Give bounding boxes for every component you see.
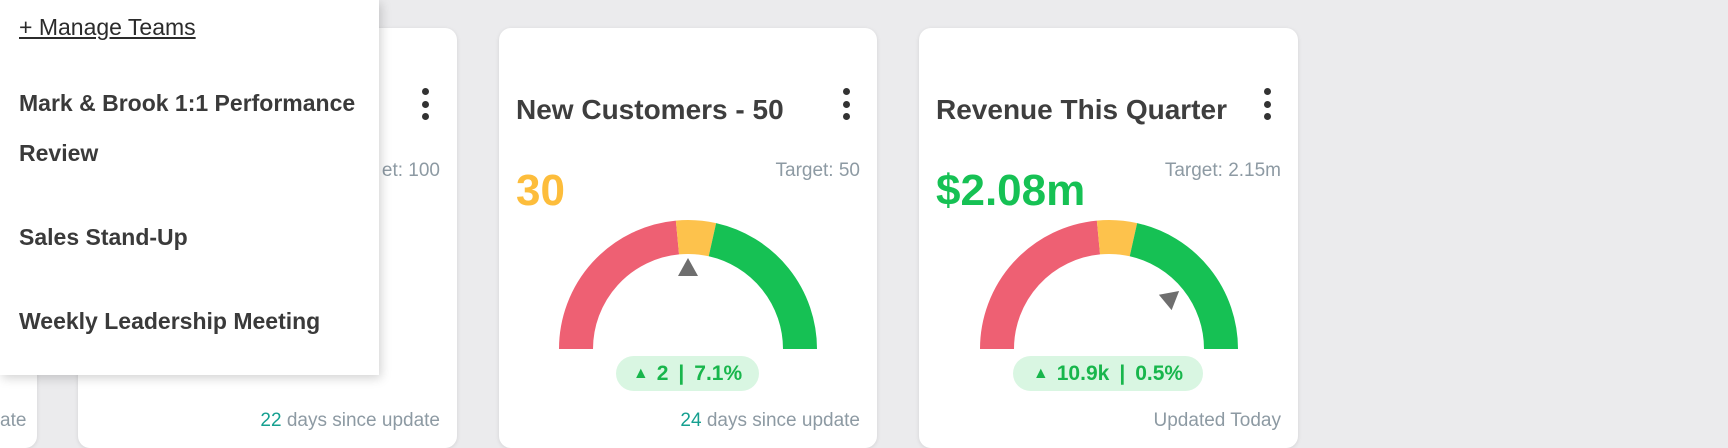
change-badge: ▲ 10.9k | 0.5% — [1013, 356, 1203, 391]
kebab-dot-icon — [842, 100, 850, 108]
footer-text: 24 days since update — [680, 410, 860, 432]
gauge-chart — [980, 220, 1238, 350]
menu-item-weekly-leadership[interactable]: Weekly Leadership Meeting — [19, 308, 321, 334]
manage-teams-link[interactable]: + Manage Teams — [19, 14, 196, 40]
card-title: New Customers - 50 — [516, 94, 784, 125]
more-options-button[interactable] — [834, 86, 858, 122]
gauge-needle-icon — [678, 258, 698, 276]
footer-text: Updated Today — [1153, 410, 1281, 431]
separator: | — [1119, 361, 1126, 385]
kebab-dot-icon — [421, 113, 429, 120]
current-value: 30 — [516, 166, 565, 215]
gauge-needle-icon — [1158, 290, 1180, 311]
change-amount: 2 — [656, 361, 669, 385]
target-label: Target: 50 — [775, 160, 861, 181]
teams-dropdown-menu: + Manage Teams Mark & Brook 1:1 Performa… — [0, 0, 379, 375]
kebab-dot-icon — [1263, 88, 1271, 95]
triangle-up-icon: ▲ — [632, 364, 649, 382]
change-percent: 7.1% — [694, 361, 743, 385]
triangle-up-icon: ▲ — [1032, 364, 1049, 382]
footer-text: ate — [0, 410, 27, 431]
change-amount: 10.9k — [1056, 361, 1110, 385]
current-value: $2.08m — [936, 166, 1086, 215]
kebab-dot-icon — [842, 113, 850, 120]
kpi-card-revenue: Revenue This Quarter Target: 2.15m $2.08… — [919, 28, 1298, 448]
gauge-yellow-segment — [675, 220, 717, 257]
target-label: Target: 2.15m — [1164, 160, 1281, 181]
days-count: 22 — [260, 410, 282, 431]
gauge-red-segment — [559, 220, 680, 350]
gauge-green-segment — [708, 223, 817, 350]
days-count: 24 — [680, 410, 702, 431]
kpi-card-new-customers: New Customers - 50 Target: 50 30 ▲ 2 | 7… — [499, 28, 877, 448]
separator: | — [678, 361, 685, 385]
kebab-dot-icon — [842, 88, 850, 95]
more-options-button[interactable] — [1255, 86, 1279, 122]
gauge-chart — [559, 220, 817, 350]
card-title: Revenue This Quarter — [936, 94, 1227, 125]
kebab-dot-icon — [421, 100, 429, 108]
kebab-dot-icon — [1263, 100, 1271, 108]
change-badge: ▲ 2 | 7.1% — [616, 356, 759, 391]
kebab-dot-icon — [1263, 113, 1271, 120]
gauge-red-segment — [980, 220, 1101, 350]
days-label: days since update — [281, 410, 440, 431]
menu-item-mark-brook-review[interactable]: Mark & Brook 1:1 Performance Review — [19, 90, 356, 166]
gauge-green-segment — [1129, 223, 1238, 350]
more-options-button[interactable] — [413, 86, 437, 122]
menu-item-sales-standup[interactable]: Sales Stand-Up — [19, 224, 188, 250]
target-label: et: 100 — [381, 160, 440, 181]
change-percent: 0.5% — [1135, 361, 1184, 385]
gauge-yellow-segment — [1096, 220, 1138, 257]
kebab-dot-icon — [421, 88, 429, 95]
days-label: days since update — [701, 410, 860, 431]
footer-text: 22 days since update — [260, 410, 440, 432]
